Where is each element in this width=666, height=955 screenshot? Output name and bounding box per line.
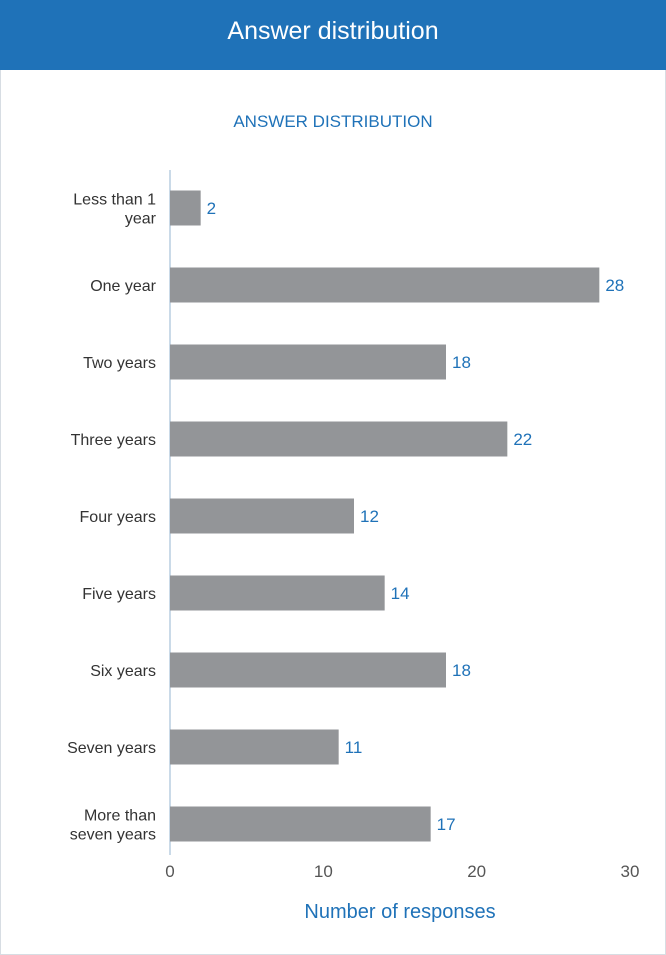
category-label: More than seven years — [70, 808, 156, 844]
header-title: Answer distribution — [227, 17, 439, 45]
value-label: 17 — [437, 815, 456, 834]
category-label: Four years — [80, 509, 156, 526]
bar — [170, 806, 431, 842]
category-label: Less than 1 year — [73, 192, 156, 228]
value-label: 18 — [452, 661, 471, 680]
bar — [170, 575, 385, 611]
x-tick-label: 0 — [165, 862, 174, 881]
bar — [170, 421, 508, 457]
category-label: Seven years — [67, 740, 156, 757]
category-label: Two years — [83, 355, 156, 372]
category-label: One year — [90, 278, 156, 295]
bar — [170, 267, 600, 303]
category-label: Five years — [82, 586, 156, 603]
category-label: Six years — [90, 663, 156, 680]
x-tick-label: 10 — [314, 862, 333, 881]
bar — [170, 729, 339, 765]
x-axis-title: Number of responses — [304, 901, 495, 923]
category-label: Three years — [71, 432, 156, 449]
bar — [170, 190, 201, 226]
x-tick-label: 30 — [621, 862, 640, 881]
bar — [170, 344, 446, 380]
x-tick-label: 20 — [467, 862, 486, 881]
bar — [170, 652, 446, 688]
value-label: 22 — [513, 430, 532, 449]
header-bar: Answer distribution — [0, 0, 666, 70]
value-label: 28 — [605, 276, 624, 295]
value-label: 2 — [207, 199, 216, 218]
chart-title: ANSWER DISTRIBUTION — [233, 112, 433, 131]
value-label: 14 — [391, 584, 410, 603]
value-label: 12 — [360, 507, 379, 526]
bar — [170, 498, 354, 534]
value-label: 18 — [452, 353, 471, 372]
value-label: 11 — [345, 738, 363, 757]
